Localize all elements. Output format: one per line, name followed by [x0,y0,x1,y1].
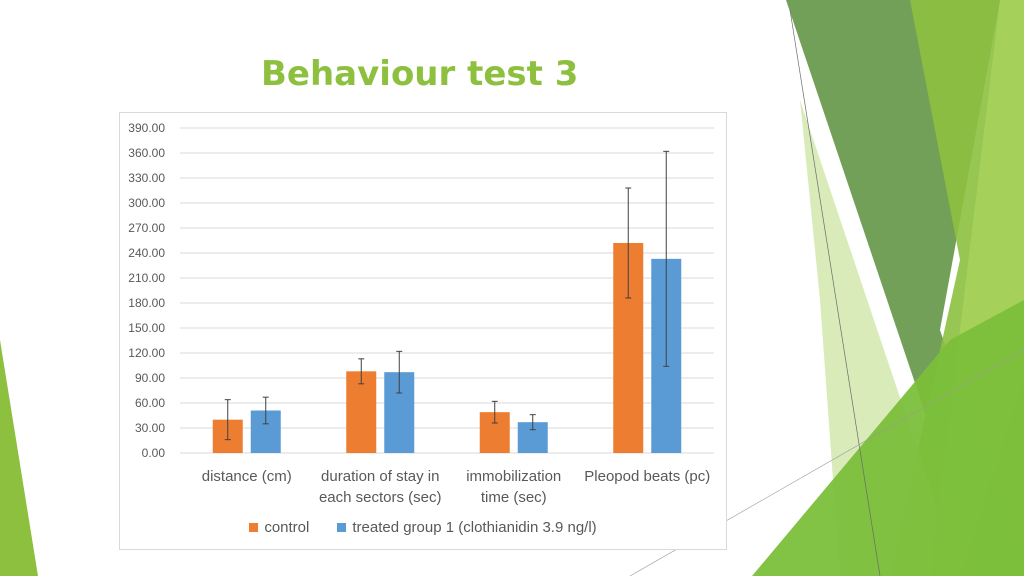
x-tick-label-line: duration of stay in [321,468,439,485]
chart-frame: 0.00 30.00 60.00 90.00 120.00 150.00 180.00 210… [119,112,727,550]
deco-thin-line [789,9,881,576]
legend-swatch-control [249,523,259,532]
y-tick-label: 300.00 [128,196,165,210]
deco-left-green-shape [0,340,38,576]
x-tick-label: distance (cm) [202,468,292,485]
y-tick-label: 390.00 [128,121,165,135]
y-tick-label: 150.00 [128,321,165,335]
x-tick-label-line: time (sec) [481,489,547,506]
legend-item-treated: treated group 1 (clothianidin 3.9 ng/l) [337,519,597,536]
y-tick-label: 240.00 [128,246,165,260]
y-tick-label: 270.00 [128,221,165,235]
y-tick-label: 90.00 [135,371,165,385]
legend-item-control: control [249,519,309,536]
x-tick-label: duration of stay in each sectors (sec) [319,468,442,506]
deco-bottom-green-shape [752,300,1024,576]
y-tick-label: 180.00 [128,296,165,310]
y-tick-label: 30.00 [135,421,165,435]
chart-legend: control treated group 1 (clothianidin 3.… [120,519,726,536]
y-tick-label: 0.00 [142,446,166,460]
x-tick-label-line: distance (cm) [202,468,292,485]
x-tick-label: Pleopod beats (pc) [584,468,710,485]
slide-title: Behaviour test 3 [261,54,579,94]
bar-chart: 0.00 30.00 60.00 90.00 120.00 150.00 180.00 210… [128,121,714,506]
y-tick-label: 330.00 [128,171,165,185]
x-tick-label-line: immobilization [466,468,561,485]
y-tick-label: 360.00 [128,146,165,160]
legend-label-control: control [264,519,310,536]
legend-swatch-treated [337,523,347,532]
legend-label-treated: treated group 1 (clothianidin 3.9 ng/l) [352,519,597,536]
y-tick-label: 120.00 [128,346,165,360]
x-tick-label-line: Pleopod beats (pc) [584,468,710,485]
y-tick-label: 60.00 [135,396,165,410]
bar [346,371,377,453]
x-tick-label: immobilization time (sec) [466,468,561,506]
y-tick-label: 210.00 [128,271,165,285]
x-tick-label-line: each sectors (sec) [319,489,442,506]
